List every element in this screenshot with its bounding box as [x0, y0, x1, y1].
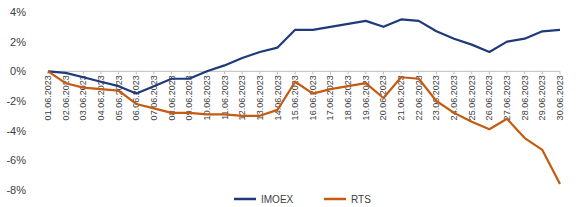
x-tick — [118, 71, 119, 74]
legend-label: RTS — [351, 194, 371, 205]
x-tick-label: 16.06.2023 — [308, 75, 318, 120]
x-tick-label: 01.06.2023 — [43, 75, 53, 120]
y-tick-label: 2% — [10, 36, 26, 48]
x-tick — [136, 71, 137, 74]
x-tick — [277, 71, 278, 74]
y-tick-label: -4% — [6, 125, 26, 137]
legend: IMOEX RTS — [234, 194, 371, 205]
chart: -8%-6%-4%-2%0%2%4%01.06.202302.06.202303… — [0, 0, 578, 207]
x-axis — [48, 71, 560, 72]
y-tick-label: 4% — [10, 6, 26, 18]
x-tick — [401, 71, 402, 74]
x-tick-label: 17.06.2023 — [325, 75, 335, 120]
x-tick — [259, 71, 260, 74]
x-tick — [454, 71, 455, 74]
x-tick — [295, 71, 296, 74]
series-line — [48, 71, 560, 184]
y-tick-label: 0% — [10, 65, 26, 77]
x-tick — [189, 71, 190, 74]
x-tick-label: 11.06.2023 — [220, 75, 230, 119]
legend-label: IMOEX — [261, 194, 294, 205]
x-tick-label: 27.06.2023 — [502, 75, 512, 120]
series-line — [48, 19, 560, 93]
x-tick — [153, 71, 154, 74]
x-tick — [100, 71, 101, 74]
y-tick-label: -2% — [6, 95, 26, 107]
x-tick-label: 28.06.2023 — [520, 75, 530, 120]
x-tick — [507, 71, 508, 74]
x-tick-label: 26.06.2023 — [484, 75, 494, 120]
x-tick — [489, 71, 490, 74]
legend-swatch — [324, 198, 346, 201]
legend-swatch — [234, 198, 256, 201]
plot-area — [48, 19, 560, 184]
x-tick — [471, 71, 472, 74]
x-tick-label: 19.06.2023 — [361, 75, 371, 120]
x-tick — [312, 71, 313, 74]
x-tick-label: 29.06.2023 — [537, 75, 547, 120]
x-tick — [83, 71, 84, 74]
x-tick-label: 03.06.2023 — [78, 75, 88, 120]
x-tick-label: 06.06.2023 — [131, 75, 141, 120]
x-tick — [330, 71, 331, 74]
x-tick — [560, 71, 561, 74]
x-tick — [383, 71, 384, 74]
x-tick-label: 07.06.2023 — [149, 75, 159, 120]
x-tick — [242, 71, 243, 74]
x-tick — [348, 71, 349, 74]
x-tick — [171, 71, 172, 74]
x-tick — [542, 71, 543, 74]
x-tick-label: 14.06.2023 — [273, 75, 283, 120]
x-tick — [365, 71, 366, 74]
x-tick — [524, 71, 525, 74]
x-tick-label: 18.06.2023 — [343, 75, 353, 120]
x-tick-label: 25.06.2023 — [467, 75, 477, 120]
x-tick — [436, 71, 437, 74]
x-tick-label: 30.06.2023 — [555, 75, 565, 120]
x-tick — [224, 71, 225, 74]
y-tick-label: -8% — [6, 184, 26, 196]
y-tick-label: -6% — [6, 154, 26, 166]
x-tick — [418, 71, 419, 74]
x-tick-label: 12.06.2023 — [237, 75, 247, 120]
x-tick-label: 05.06.2023 — [114, 75, 124, 120]
